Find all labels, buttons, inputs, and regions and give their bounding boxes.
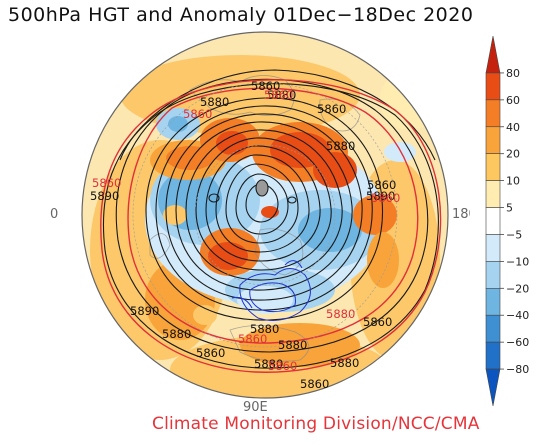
climatology-label: 5860	[92, 176, 121, 190]
climatology-contours	[100, 79, 442, 373]
contour-label: 5880	[326, 139, 355, 153]
credit-text: Climate Monitoring Division/NCC/CMA	[152, 414, 480, 434]
hemisphere-border	[81, 31, 449, 399]
legend-swatch	[485, 207, 501, 235]
legend-swatch	[485, 126, 501, 154]
legend-swatch	[485, 368, 501, 407]
contour-label: 5890	[366, 189, 395, 203]
legend-tick-label: 40	[506, 121, 520, 134]
contour-label: 5860	[317, 102, 346, 116]
latitude-circle	[132, 82, 398, 348]
climatology-label: 5860	[183, 107, 212, 121]
climatology-label: 5880	[326, 307, 355, 321]
legend-tick-label: −40	[506, 309, 529, 322]
legend-swatch	[485, 72, 501, 101]
legend-swatch	[485, 314, 501, 343]
blue-contours	[231, 260, 311, 321]
legend-swatch	[485, 153, 501, 181]
legend-tick-label: 60	[506, 94, 520, 107]
lon-label-180: 180	[452, 207, 470, 222]
legend-tick-label: −20	[506, 282, 529, 295]
contour-label: 5860	[251, 79, 280, 93]
legend-tick-label: −10	[506, 255, 529, 268]
legend-tick-label: −80	[506, 363, 529, 376]
climatology-label: 5860	[238, 332, 267, 346]
climatology-label: 5860	[371, 191, 400, 205]
legend-tick-label: 20	[506, 148, 520, 161]
polar-map-svg: 0 180 90E 5860 5880 5880 5860 5880 5890 …	[50, 31, 477, 415]
contour-label: 5880	[330, 356, 359, 370]
contour-label: 5880	[162, 327, 191, 341]
contour-label: 5880	[200, 95, 229, 109]
lon-label-0: 0	[50, 207, 58, 222]
legend-swatch	[485, 35, 501, 74]
latitude-circle-inner	[194, 144, 336, 286]
contour-label: 5880	[278, 338, 307, 352]
contour-label: 5880	[267, 88, 296, 102]
legend-swatch	[485, 180, 501, 208]
climatology-label: 5860	[264, 88, 293, 102]
legend-tick-label: −60	[506, 336, 529, 349]
contour-label: 5860	[300, 377, 329, 391]
legend-swatch	[485, 288, 501, 316]
legend-tick-label: 80	[506, 67, 520, 80]
legend-tick-label: 10	[506, 175, 520, 188]
contour-label: 5880	[250, 322, 279, 336]
color-legend-svg: 80 60 40 20 10 5 −5 −10 −20 −40 −60 −80	[485, 35, 529, 407]
color-legend: 80 60 40 20 10 5 −5 −10 −20 −40 −60 −80	[482, 34, 550, 408]
legend-swatch	[485, 261, 501, 289]
legend-tick-label: 5	[506, 202, 513, 215]
contour-label: 5890	[90, 189, 119, 203]
polar-map: 0 180 90E 5860 5880 5880 5860 5880 5890 …	[50, 31, 477, 415]
lon-label-90e: 90E	[243, 400, 268, 415]
chart-title: 500hPa HGT and Anomaly 01Dec−18Dec 2020	[8, 4, 474, 26]
contour-label: 5880	[254, 357, 283, 371]
contour-label: 5860	[363, 315, 392, 329]
contour-label: 5860	[196, 346, 225, 360]
contour-label: 5890	[130, 304, 159, 318]
legend-tick-label: −5	[506, 228, 522, 241]
climatology-label: 5860	[268, 359, 297, 373]
legend-swatch	[485, 99, 501, 128]
legend-swatch	[485, 341, 501, 370]
legend-swatch	[485, 234, 501, 262]
contour-label: 5860	[367, 178, 396, 192]
